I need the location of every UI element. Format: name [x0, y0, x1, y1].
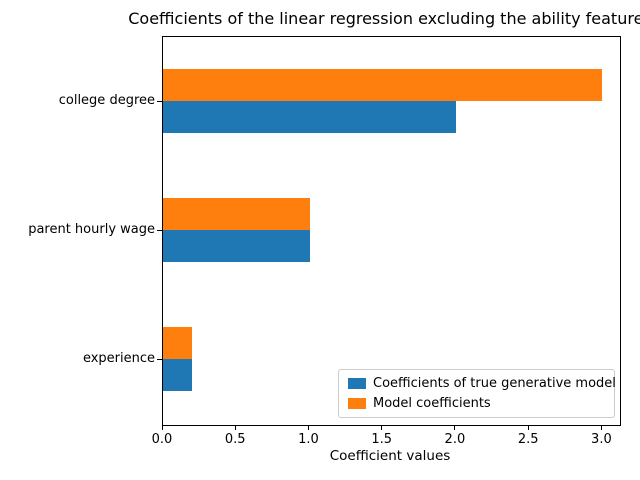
x-tick-mark — [527, 426, 529, 430]
plot-area — [162, 36, 621, 426]
legend-label: Model coefficients — [373, 395, 491, 411]
y-tick-mark — [157, 101, 162, 102]
bar-model-coefficients-parent-hourly-wage — [163, 198, 310, 230]
y-tick-mark — [157, 359, 162, 360]
x-tick-mark — [234, 426, 236, 430]
bar-model-coefficients-college-degree — [163, 69, 603, 101]
y-tick-label: experience — [82, 351, 155, 366]
x-tick-mark — [600, 426, 602, 430]
bar-model-coefficients-experience — [163, 327, 193, 359]
x-tick-label: 3.0 — [591, 432, 612, 447]
x-tick-mark — [454, 426, 456, 430]
x-tick-label: 0.5 — [224, 432, 246, 447]
chart-title: Coefficients of the linear regression ex… — [128, 9, 640, 28]
x-tick-label: 2.5 — [517, 432, 539, 447]
x-tick-label: 1.0 — [298, 432, 319, 447]
legend-swatch — [348, 397, 366, 409]
x-tick-label: 0.0 — [151, 432, 173, 447]
x-tick-label: 1.5 — [371, 432, 393, 447]
bar-true-generative-model-experience — [163, 359, 193, 391]
x-tick-mark — [381, 426, 383, 430]
x-tick-label: 2.0 — [444, 432, 466, 447]
legend-item: Model coefficients — [348, 395, 606, 412]
legend-swatch — [348, 378, 366, 390]
legend-item: Coefficients of true generative model — [348, 375, 616, 392]
x-tick-mark — [308, 426, 309, 430]
x-axis-label: Coefficient values — [329, 448, 451, 464]
bar-true-generative-model-college-degree — [163, 101, 456, 133]
y-tick-label: parent hourly wage — [28, 222, 155, 237]
legend-label: Coefficients of true generative model — [373, 376, 616, 392]
legend: Coefficients of true generative model Mod… — [338, 369, 616, 418]
bar-true-generative-model-parent-hourly-wage — [163, 230, 310, 262]
x-tick-mark — [161, 426, 163, 430]
y-tick-mark — [157, 230, 162, 231]
y-tick-label: college degree — [58, 93, 155, 108]
